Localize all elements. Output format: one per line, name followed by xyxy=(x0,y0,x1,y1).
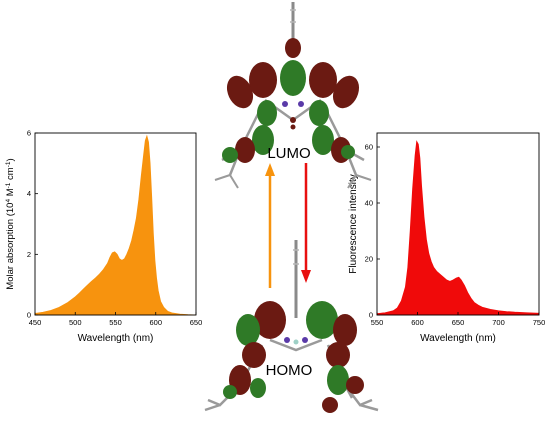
fluorescence-y-tick-label: 0 xyxy=(369,311,373,320)
absorption-x-tick-label: 550 xyxy=(109,318,122,327)
absorption-spectrum-area xyxy=(34,134,197,316)
transition-arrows xyxy=(265,163,311,288)
fluorescence-x-tick-label: 550 xyxy=(371,318,384,327)
fluorescence-y-tick-label: 40 xyxy=(365,199,373,208)
absorption-x-tick-label: 600 xyxy=(149,318,162,327)
fluorescence-y-tick-label: 20 xyxy=(365,255,373,264)
fluorescence-y-ticks: 0 20 40 60 xyxy=(365,143,380,320)
absorption-x-tick-label: 500 xyxy=(69,318,82,327)
absorption-x-ticks: 450 500 550 600 650 xyxy=(29,312,203,327)
lumo-label: LUMO xyxy=(267,145,310,162)
fluorescence-x-tick-label: 650 xyxy=(452,318,465,327)
homo-label: HOMO xyxy=(266,362,313,379)
excitation-arrow-head xyxy=(265,163,275,176)
absorption-y-tick-label: 6 xyxy=(27,129,31,138)
fluorescence-x-tick-label: 700 xyxy=(492,318,505,327)
fluorescence-y-axis-title: Fluorescence intensity xyxy=(348,174,359,274)
lumo-orbital-picture: LUMO xyxy=(214,2,372,189)
emission-arrow-head xyxy=(301,270,311,283)
absorption-x-tick-label: 650 xyxy=(190,318,203,327)
absorption-y-axis-title: Molar absorption (104 M-1 cm-1) xyxy=(5,158,17,289)
absorption-y-tick-label: 2 xyxy=(27,250,31,259)
fluorescence-x-tick-label: 600 xyxy=(411,318,424,327)
fluorescence-y-tick-label: 60 xyxy=(365,143,373,152)
absorption-y-tick-label: 0 xyxy=(27,311,31,320)
absorption-x-axis-title: Wavelength (nm) xyxy=(78,333,154,344)
absorption-y-tick-label: 4 xyxy=(27,189,31,198)
fluorescence-x-ticks: 550 600 650 700 750 xyxy=(371,312,546,327)
fluorescence-spectrum-area xyxy=(376,140,540,316)
absorption-y-ticks: 0 2 4 6 xyxy=(27,129,38,320)
absorption-x-tick-label: 450 xyxy=(29,318,42,327)
fluorescence-x-axis-title: Wavelength (nm) xyxy=(420,333,496,344)
fluorescence-x-tick-label: 750 xyxy=(533,318,546,327)
absorption-chart: 450 500 550 600 650 0 2 4 6 Wavelength (nm) Mol… xyxy=(5,129,203,345)
homo-orbital-picture: HOMO xyxy=(204,240,379,413)
